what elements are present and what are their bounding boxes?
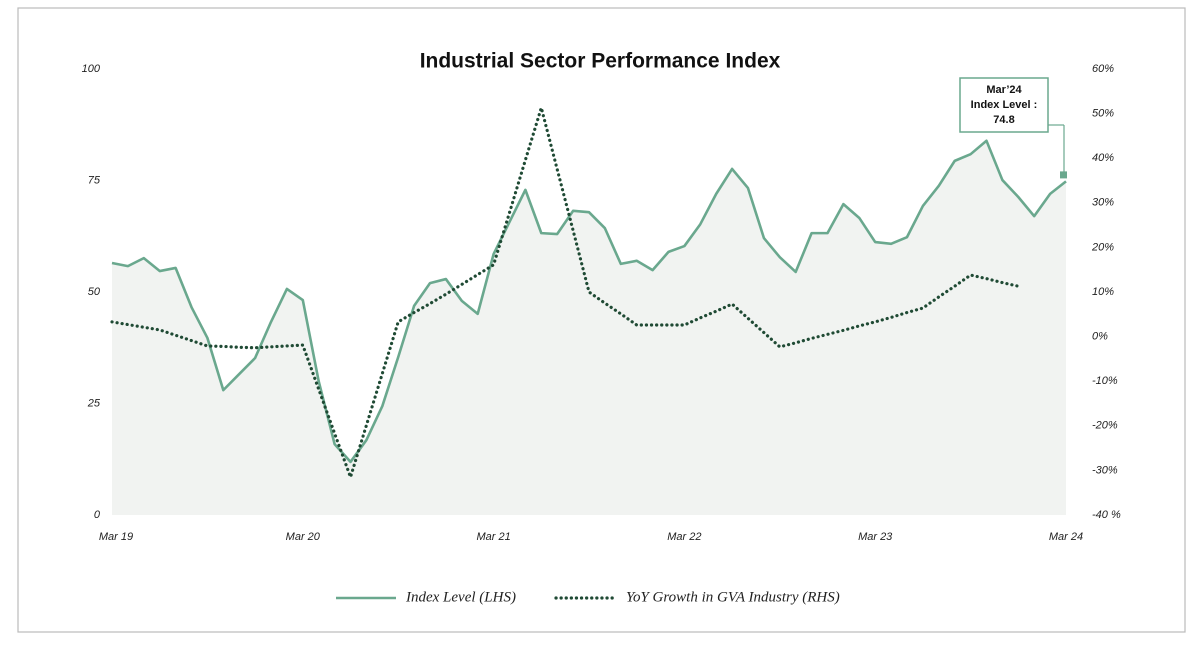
y-tick-label: 25 [87, 397, 101, 409]
line [111, 139, 1067, 464]
x-tick-label: Mar 20 [286, 531, 321, 543]
y2-tick-label: -40 % [1092, 509, 1121, 521]
area [112, 140, 1066, 515]
y2-tick-label: -20% [1092, 420, 1118, 432]
x-tick-label: Mar 24 [1049, 531, 1083, 543]
annotation-text: Mar’24 [986, 84, 1022, 96]
annotation-text: 74.8 [993, 114, 1014, 126]
y2-tick-label: 20% [1091, 241, 1114, 253]
y2-tick-label: 60% [1092, 63, 1114, 75]
x-tick-label: Mar 22 [667, 531, 701, 543]
y-tick-label: 75 [88, 174, 101, 186]
chart-title: Industrial Sector Performance Index [420, 50, 781, 73]
legend-label: Index Level (LHS) [405, 589, 516, 605]
y2-tick-label: 50% [1092, 108, 1114, 120]
annotation-text: Index Level : [971, 99, 1038, 111]
y-tick-label: 50 [88, 286, 101, 298]
y2-tick-label: -30% [1092, 464, 1118, 476]
x-tick-label: Mar 19 [99, 531, 133, 543]
annotation-marker [1060, 171, 1067, 179]
annotation-box [959, 77, 1049, 133]
frame [17, 7, 1186, 633]
x-tick-label: Mar 23 [858, 531, 893, 543]
x-tick-label: Mar 21 [476, 531, 510, 543]
line [110, 106, 1020, 479]
y2-tick-label: 40% [1092, 152, 1114, 164]
y2-tick-label: 0% [1092, 331, 1108, 343]
y2-tick-label: -10% [1092, 375, 1118, 387]
y2-tick-label: 30% [1092, 197, 1114, 209]
y-tick-label: 0 [94, 509, 101, 521]
y2-tick-label: 10% [1092, 286, 1114, 298]
y-tick-label: 100 [82, 63, 101, 75]
legend-label: YoY Growth in GVA Industry (RHS) [626, 589, 840, 605]
